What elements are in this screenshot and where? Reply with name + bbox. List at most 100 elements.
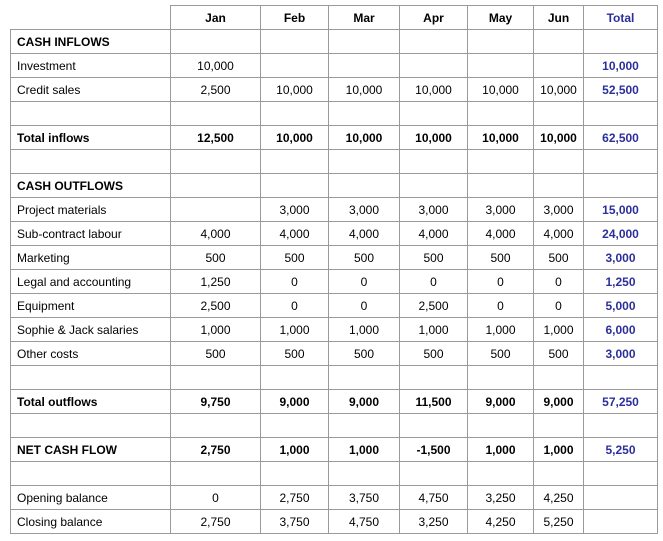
cell <box>328 173 400 198</box>
cell: 1,000 <box>260 437 329 462</box>
cell: 3,750 <box>328 485 400 510</box>
cell <box>328 413 400 438</box>
cell: 4,000 <box>170 221 261 246</box>
cell: 4,000 <box>399 221 468 246</box>
cell <box>260 29 329 54</box>
cell: 2,500 <box>170 293 261 318</box>
cell <box>583 173 658 198</box>
cell: 500 <box>467 245 534 270</box>
cell <box>583 509 658 534</box>
cell <box>399 461 468 486</box>
column-header: Jun <box>533 5 584 30</box>
cell: 0 <box>328 293 400 318</box>
row-label: NET CASH FLOW <box>10 437 171 462</box>
cell <box>260 173 329 198</box>
table-row: Closing balance 2,750 3,750 4,750 3,250 4,250… <box>10 509 658 534</box>
cell <box>533 149 584 174</box>
row-label: Investment <box>10 53 171 78</box>
cell: 3,000 <box>328 197 400 222</box>
blank-row <box>10 413 658 438</box>
cell: 500 <box>328 245 400 270</box>
cell: 0 <box>467 269 534 294</box>
cell <box>328 365 400 390</box>
cell <box>328 101 400 126</box>
row-label: Sub-contract labour <box>10 221 171 246</box>
cell <box>583 149 658 174</box>
cell: 1,000 <box>467 317 534 342</box>
cell <box>583 29 658 54</box>
cell: 1,250 <box>170 269 261 294</box>
cell <box>328 461 400 486</box>
row-label <box>10 461 171 486</box>
cell: 500 <box>467 341 534 366</box>
cell <box>170 413 261 438</box>
cell: 62,500 <box>583 125 658 150</box>
cell: 500 <box>533 245 584 270</box>
cell: 1,000 <box>533 437 584 462</box>
cell <box>399 173 468 198</box>
cell: 10,000 <box>328 125 400 150</box>
cell: 1,000 <box>328 437 400 462</box>
cell: 52,500 <box>583 77 658 102</box>
cell <box>583 365 658 390</box>
cell: 500 <box>260 245 329 270</box>
cell: 4,000 <box>533 221 584 246</box>
cell <box>467 173 534 198</box>
column-header: Mar <box>328 5 400 30</box>
cell: 9,000 <box>467 389 534 414</box>
cell <box>170 149 261 174</box>
cell: 1,000 <box>260 317 329 342</box>
cell <box>467 101 534 126</box>
cell <box>533 53 584 78</box>
cell <box>399 365 468 390</box>
cell: 9,750 <box>170 389 261 414</box>
row-label: Sophie & Jack salaries <box>10 317 171 342</box>
cell <box>533 101 584 126</box>
table-row: Total inflows 12,500 10,000 10,000 10,000 10,… <box>10 125 658 150</box>
cell: 4,750 <box>328 509 400 534</box>
cell <box>328 29 400 54</box>
row-label <box>10 413 171 438</box>
cell <box>328 53 400 78</box>
cell <box>328 149 400 174</box>
table-row: Sophie & Jack salaries 1,000 1,000 1,000 1,0… <box>10 317 658 342</box>
cell: 10,000 <box>328 77 400 102</box>
row-label <box>10 149 171 174</box>
blank-row <box>10 101 658 126</box>
cell: 0 <box>260 293 329 318</box>
cell: 0 <box>533 293 584 318</box>
cell: 15,000 <box>583 197 658 222</box>
row-label: Opening balance <box>10 485 171 510</box>
cell <box>260 149 329 174</box>
row-label: Other costs <box>10 341 171 366</box>
cell <box>533 29 584 54</box>
table-row: Credit sales 2,500 10,000 10,000 10,000 10,00… <box>10 77 658 102</box>
cell <box>399 149 468 174</box>
cell <box>170 461 261 486</box>
cell: 3,000 <box>260 197 329 222</box>
cell: 2,750 <box>260 485 329 510</box>
row-label: Credit sales <box>10 77 171 102</box>
cell <box>467 29 534 54</box>
cell: 500 <box>170 341 261 366</box>
cell: 500 <box>260 341 329 366</box>
table-row: Other costs 500 500 500 500 500 500 3,000 <box>10 341 658 366</box>
cell <box>399 29 468 54</box>
cell: 2,500 <box>399 293 468 318</box>
cell <box>533 365 584 390</box>
cell: 10,000 <box>533 125 584 150</box>
table-row: Sub-contract labour 4,000 4,000 4,000 4,000 4… <box>10 221 658 246</box>
cell <box>467 149 534 174</box>
cell: 4,000 <box>328 221 400 246</box>
row-label <box>10 101 171 126</box>
cell: 6,000 <box>583 317 658 342</box>
cash-flow-table: Jan Feb Mar Apr May Jun Total CASH INFLOWS Inves… <box>10 5 658 534</box>
cell: 10,000 <box>533 77 584 102</box>
cell: 0 <box>170 485 261 510</box>
cell <box>467 461 534 486</box>
cell <box>583 413 658 438</box>
cell: 3,000 <box>533 197 584 222</box>
cell <box>533 173 584 198</box>
cell <box>583 485 658 510</box>
cell: 10,000 <box>399 77 468 102</box>
